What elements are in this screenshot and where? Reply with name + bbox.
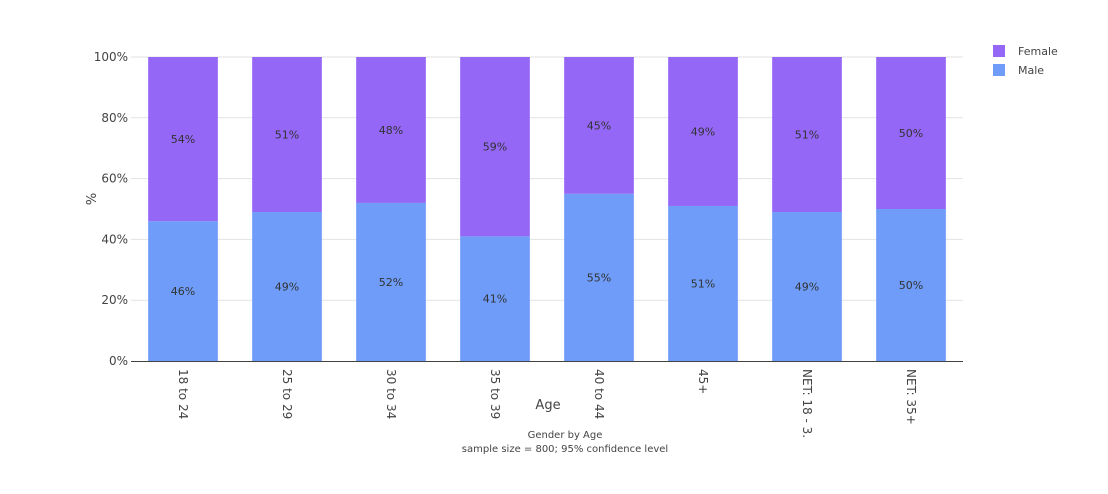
bar-value-label: 55%	[587, 271, 611, 284]
bar-value-label: 50%	[899, 279, 923, 292]
y-tick-label: 100%	[94, 50, 128, 64]
bar-value-label: 41%	[483, 293, 507, 306]
bar-value-label: 59%	[483, 141, 507, 154]
bar-male	[356, 202, 426, 361]
bar-value-label: 51%	[795, 129, 819, 142]
y-tick-label: 0%	[109, 354, 128, 368]
bar-value-label: 54%	[171, 133, 195, 146]
x-tick-label: 45+	[696, 369, 710, 394]
y-tick-label: 20%	[101, 293, 128, 307]
legend-label-female: Female	[1018, 45, 1058, 58]
bar-female	[252, 57, 322, 213]
x-tick-label: 35 to 39	[488, 369, 502, 419]
bar-male	[772, 212, 842, 361]
x-tick-label: 25 to 29	[280, 369, 294, 419]
bars: 46% 54% 49% 51% 52% 48% 41% 59% 55% 45% 51% 49% 49% 5…	[148, 57, 946, 361]
bar-value-label: 46%	[171, 285, 195, 298]
x-tick-label: NET: 18 - 3.	[800, 369, 814, 438]
legend-swatch-female	[993, 45, 1005, 57]
x-axis-title: Age	[535, 398, 560, 413]
bar-value-label: 51%	[691, 277, 715, 290]
legend-swatch-male	[993, 64, 1005, 76]
bar-value-label: 52%	[379, 276, 403, 289]
x-tick-label: 40 to 44	[592, 369, 606, 419]
bar-female	[564, 57, 634, 194]
bar-male	[876, 209, 946, 361]
bar-male	[668, 205, 738, 361]
y-tick-label: 40%	[101, 232, 128, 246]
chart-caption-line2: sample size = 800; 95% confidence level	[462, 444, 668, 455]
y-axis-title: %	[85, 193, 100, 205]
legend: Female Male	[993, 45, 1058, 77]
bar-male	[252, 212, 322, 361]
x-tick-label: 30 to 34	[384, 369, 398, 419]
bar-female	[668, 57, 738, 206]
bar-value-label: 49%	[275, 281, 299, 294]
legend-label-male: Male	[1018, 64, 1044, 77]
bar-value-label: 51%	[275, 129, 299, 142]
bar-value-label: 48%	[379, 124, 403, 137]
bar-female	[876, 57, 946, 209]
bar-male	[564, 193, 634, 361]
bar-female	[460, 57, 530, 237]
bar-value-label: 45%	[587, 119, 611, 132]
x-tick-label: NET: 35+	[904, 369, 918, 425]
bar-male	[148, 221, 218, 361]
x-tick-label: 18 to 24	[176, 369, 190, 419]
bar-value-label: 49%	[795, 281, 819, 294]
bar-female	[772, 57, 842, 213]
bar-male	[460, 236, 530, 361]
y-tick-label: 60%	[101, 172, 128, 186]
bar-female	[356, 57, 426, 203]
chart-caption-line1: Gender by Age	[528, 430, 603, 441]
bar-value-label: 49%	[691, 125, 715, 138]
bar-value-label: 50%	[899, 127, 923, 140]
bar-female	[148, 57, 218, 222]
y-tick-label: 80%	[101, 111, 128, 125]
axes: 0% 20% 40% 60% 80% 100% 18 to 24 25 to 29 30 to …	[94, 50, 963, 438]
